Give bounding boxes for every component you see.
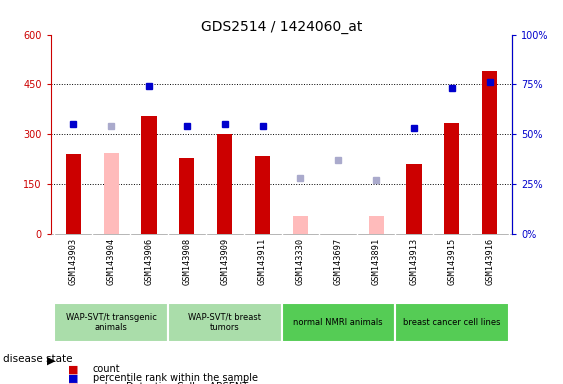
Text: GSM143330: GSM143330 xyxy=(296,238,305,285)
Text: percentile rank within the sample: percentile rank within the sample xyxy=(93,373,258,383)
FancyBboxPatch shape xyxy=(168,303,282,342)
Bar xyxy=(141,116,157,234)
Text: ■: ■ xyxy=(68,364,78,374)
Text: ▶: ▶ xyxy=(47,356,55,366)
Text: ■: ■ xyxy=(68,373,78,383)
FancyBboxPatch shape xyxy=(282,303,395,342)
Text: breast cancer cell lines: breast cancer cell lines xyxy=(403,318,501,327)
Text: GSM143908: GSM143908 xyxy=(182,238,191,285)
Bar xyxy=(406,164,422,234)
Text: disease state: disease state xyxy=(3,354,72,364)
Text: WAP-SVT/t transgenic
animals: WAP-SVT/t transgenic animals xyxy=(66,313,157,332)
Text: GSM143906: GSM143906 xyxy=(145,238,154,285)
Title: GDS2514 / 1424060_at: GDS2514 / 1424060_at xyxy=(201,20,362,33)
Text: GSM143904: GSM143904 xyxy=(107,238,116,285)
Bar xyxy=(180,158,194,234)
Text: GSM143913: GSM143913 xyxy=(409,238,418,285)
Text: GSM143697: GSM143697 xyxy=(334,238,343,285)
FancyBboxPatch shape xyxy=(395,303,508,342)
Bar xyxy=(293,216,308,234)
Text: GSM143911: GSM143911 xyxy=(258,238,267,285)
Bar xyxy=(217,134,233,234)
Text: WAP-SVT/t breast
tumors: WAP-SVT/t breast tumors xyxy=(188,313,261,332)
Text: count: count xyxy=(93,364,120,374)
Text: GSM143916: GSM143916 xyxy=(485,238,494,285)
Bar xyxy=(255,156,270,234)
Bar xyxy=(369,216,383,234)
Bar xyxy=(104,153,119,234)
FancyBboxPatch shape xyxy=(55,303,168,342)
Bar xyxy=(66,154,81,234)
Text: value, Detection Call = ABSENT: value, Detection Call = ABSENT xyxy=(93,382,248,384)
Text: GSM143915: GSM143915 xyxy=(447,238,456,285)
Text: normal NMRI animals: normal NMRI animals xyxy=(293,318,383,327)
Text: GSM143909: GSM143909 xyxy=(220,238,229,285)
Text: GSM143891: GSM143891 xyxy=(372,238,381,285)
Text: GSM143903: GSM143903 xyxy=(69,238,78,285)
Bar xyxy=(444,123,459,234)
Bar xyxy=(482,71,497,234)
Text: ■: ■ xyxy=(68,382,78,384)
